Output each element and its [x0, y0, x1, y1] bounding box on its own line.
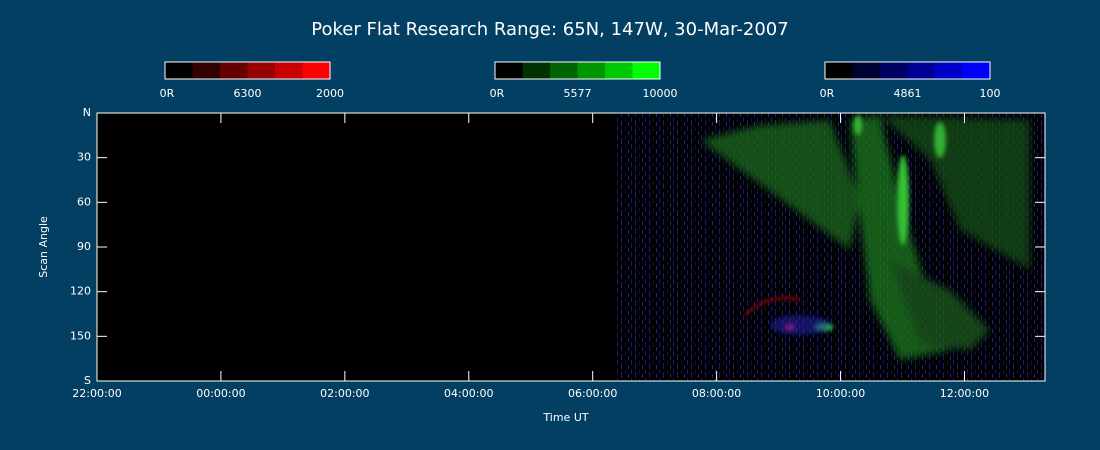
colorbar-frame: [494, 61, 661, 80]
colorbar-swatch: [495, 62, 523, 79]
colorbar-swatch: [852, 62, 881, 79]
y-tick-label: 60: [77, 195, 91, 208]
colorbar-swatch: [880, 62, 908, 79]
colorbar-swatch: [275, 62, 303, 79]
x-tick-label: 06:00:00: [568, 387, 617, 400]
colorbar-swatch: [825, 62, 853, 79]
colorbar-name: 5577: [564, 87, 592, 100]
colorbar-swatch: [220, 62, 248, 79]
colorbar-name: 6300: [234, 87, 262, 100]
colorbar-swatch: [577, 62, 606, 79]
x-tick-label: 00:00:00: [196, 387, 245, 400]
y-tick-label: 150: [70, 329, 91, 342]
colorbar-swatch: [302, 62, 331, 79]
colorbar-swatch: [192, 62, 221, 79]
x-tick-label: 12:00:00: [940, 387, 989, 400]
colorbar-max: 10000: [643, 87, 678, 100]
chart-title: Poker Flat Research Range: 65N, 147W, 30…: [311, 19, 788, 40]
y-tick-label: 90: [77, 240, 91, 253]
colorbar-min: 0R: [820, 87, 835, 100]
x-axis-label: Time UT: [542, 411, 588, 424]
y-tick-label: S: [84, 374, 91, 387]
colorbar-swatch: [605, 62, 633, 79]
x-tick-label: 22:00:00: [72, 387, 121, 400]
x-tick-label: 02:00:00: [320, 387, 369, 400]
colorbar-swatch: [247, 62, 276, 79]
colorbar-swatch: [522, 62, 551, 79]
x-tick-label: 10:00:00: [816, 387, 865, 400]
colorbar-frame: [824, 61, 991, 80]
colorbar-frame: [164, 61, 331, 80]
x-tick-label: 08:00:00: [692, 387, 741, 400]
y-tick-label: 30: [77, 151, 91, 164]
colorbar-min: 0R: [160, 87, 175, 100]
colorbar-swatch: [907, 62, 936, 79]
y-tick-label: N: [83, 106, 91, 119]
colorbar-name: 4861: [894, 87, 922, 100]
colorbar-swatch: [632, 62, 661, 79]
colorbar-swatch: [165, 62, 193, 79]
y-axis-label: Scan Angle: [37, 216, 50, 278]
keogram-image: [97, 113, 1045, 381]
colorbar-min: 0R: [490, 87, 505, 100]
colorbar-swatch: [550, 62, 578, 79]
colorbar-swatch: [962, 62, 991, 79]
y-tick-label: 120: [70, 285, 91, 298]
colorbar-max: 100: [980, 87, 1001, 100]
colorbar-swatch: [935, 62, 963, 79]
colorbar-max: 2000: [316, 87, 344, 100]
x-tick-label: 04:00:00: [444, 387, 493, 400]
